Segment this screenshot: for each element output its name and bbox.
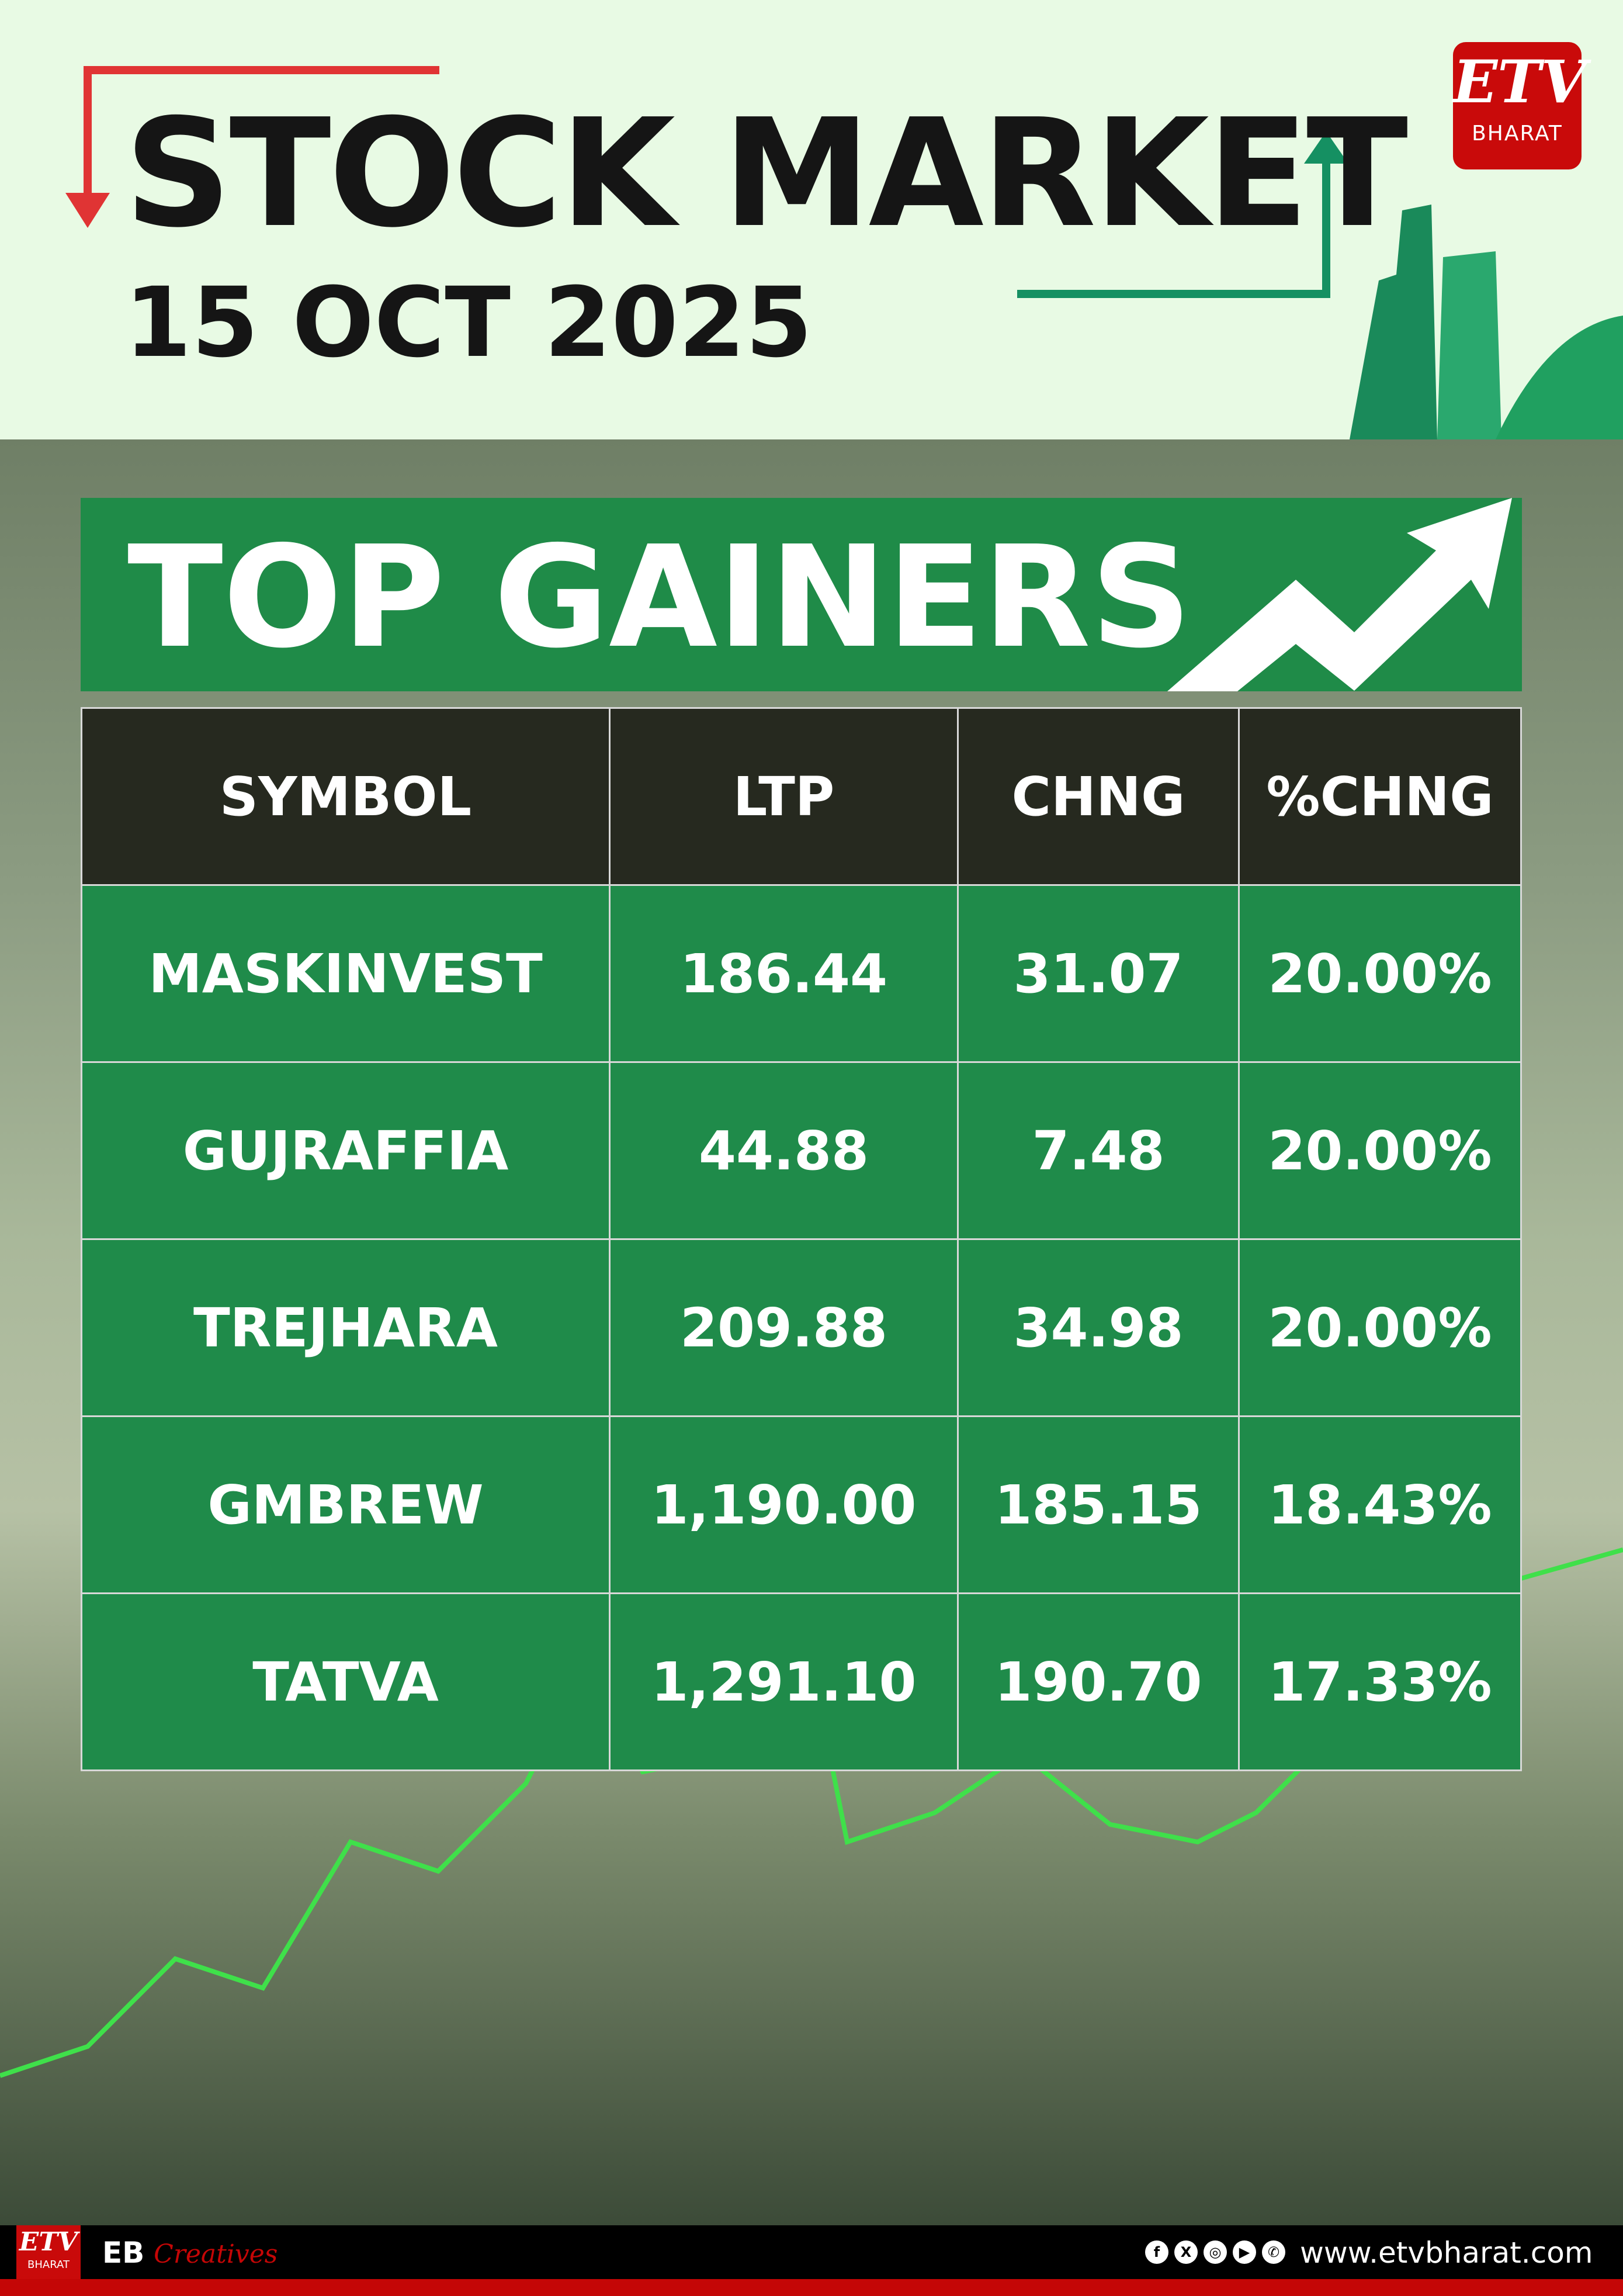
eb-text: EB [102, 2236, 145, 2270]
ltp-cell: 186.44 [609, 884, 959, 1063]
column-header-chng: CHNG [957, 707, 1240, 886]
symbol-cell: TREJHARA [81, 1238, 611, 1417]
logo-brand: ETV [1453, 47, 1587, 116]
page-title: STOCK MARKET [124, 87, 1408, 261]
creatives-text: Creatives [154, 2239, 278, 2269]
trend-up-arrow-icon [1167, 498, 1512, 691]
instagram-icon[interactable]: ◎ [1204, 2240, 1227, 2264]
pct-chng-cell: 20.00% [1238, 1238, 1522, 1417]
facebook-icon[interactable]: f [1145, 2240, 1168, 2264]
ltp-cell: 1,291.10 [609, 1592, 959, 1771]
column-header-ltp: LTP [609, 707, 959, 886]
chng-cell: 34.98 [957, 1238, 1240, 1417]
symbol-cell: GMBREW [81, 1415, 611, 1594]
date-label: 15 OCT 2025 [124, 266, 813, 379]
footer-logo-brand: ETV [19, 2227, 78, 2257]
chng-cell: 7.48 [957, 1061, 1240, 1240]
social-icons: f X ◎ ▶ ✆ [1145, 2240, 1285, 2264]
footer-logo-sub: BHARAT [27, 2259, 70, 2271]
x-icon[interactable]: X [1174, 2240, 1198, 2264]
column-header-pct-chng: %CHNG [1238, 707, 1522, 886]
whatsapp-icon[interactable]: ✆ [1262, 2240, 1285, 2264]
eb-creatives-label: EB Creatives [102, 2236, 278, 2270]
youtube-icon[interactable]: ▶ [1233, 2240, 1256, 2264]
down-arrow-icon [65, 193, 110, 228]
footer-red-strip [0, 2279, 1623, 2296]
table-row: TREJHARA 209.88 34.98 20.00% [81, 1238, 1522, 1417]
table-header-row: SYMBOL LTP CHNG %CHNG [81, 707, 1522, 886]
up-arrow-icon [1304, 131, 1348, 164]
ltp-cell: 1,190.00 [609, 1415, 959, 1594]
top-gainers-banner: TOP GAINERS [81, 498, 1522, 691]
footer [0, 2225, 1623, 2279]
ltp-cell: 209.88 [609, 1238, 959, 1417]
ltp-cell: 44.88 [609, 1061, 959, 1240]
chng-cell: 190.70 [957, 1592, 1240, 1771]
stock-exchange-building-icon [1350, 205, 1623, 439]
pct-chng-cell: 18.43% [1238, 1415, 1522, 1594]
chng-cell: 185.15 [957, 1415, 1240, 1594]
chng-cell: 31.07 [957, 884, 1240, 1063]
symbol-cell: TATVA [81, 1592, 611, 1771]
logo-sub: BHARAT [1472, 122, 1563, 146]
trend-arrows-decoration [65, 66, 1623, 439]
table-row: TATVA 1,291.10 190.70 17.33% [81, 1592, 1522, 1771]
footer-etv-logo: ETV BHARAT [16, 2225, 81, 2279]
header: STOCK MARKET 15 OCT 2025 ETV BHARAT [0, 0, 1623, 439]
symbol-cell: GUJRAFFIA [81, 1061, 611, 1240]
table-row: GUJRAFFIA 44.88 7.48 20.00% [81, 1061, 1522, 1240]
column-header-symbol: SYMBOL [81, 707, 611, 886]
pct-chng-cell: 17.33% [1238, 1592, 1522, 1771]
etv-bharat-logo: ETV BHARAT [1453, 42, 1587, 169]
top-gainers-table: SYMBOL LTP CHNG %CHNG MASKINVEST 186.44 31… [81, 707, 1522, 1771]
symbol-cell: MASKINVEST [81, 884, 611, 1063]
website-link[interactable]: www.etvbharat.com [1300, 2236, 1593, 2270]
table-row: MASKINVEST 186.44 31.07 20.00% [81, 884, 1522, 1063]
table-row: GMBREW 1,190.00 185.15 18.43% [81, 1415, 1522, 1594]
banner-title: TOP GAINERS [127, 515, 1192, 679]
pct-chng-cell: 20.00% [1238, 884, 1522, 1063]
pct-chng-cell: 20.00% [1238, 1061, 1522, 1240]
